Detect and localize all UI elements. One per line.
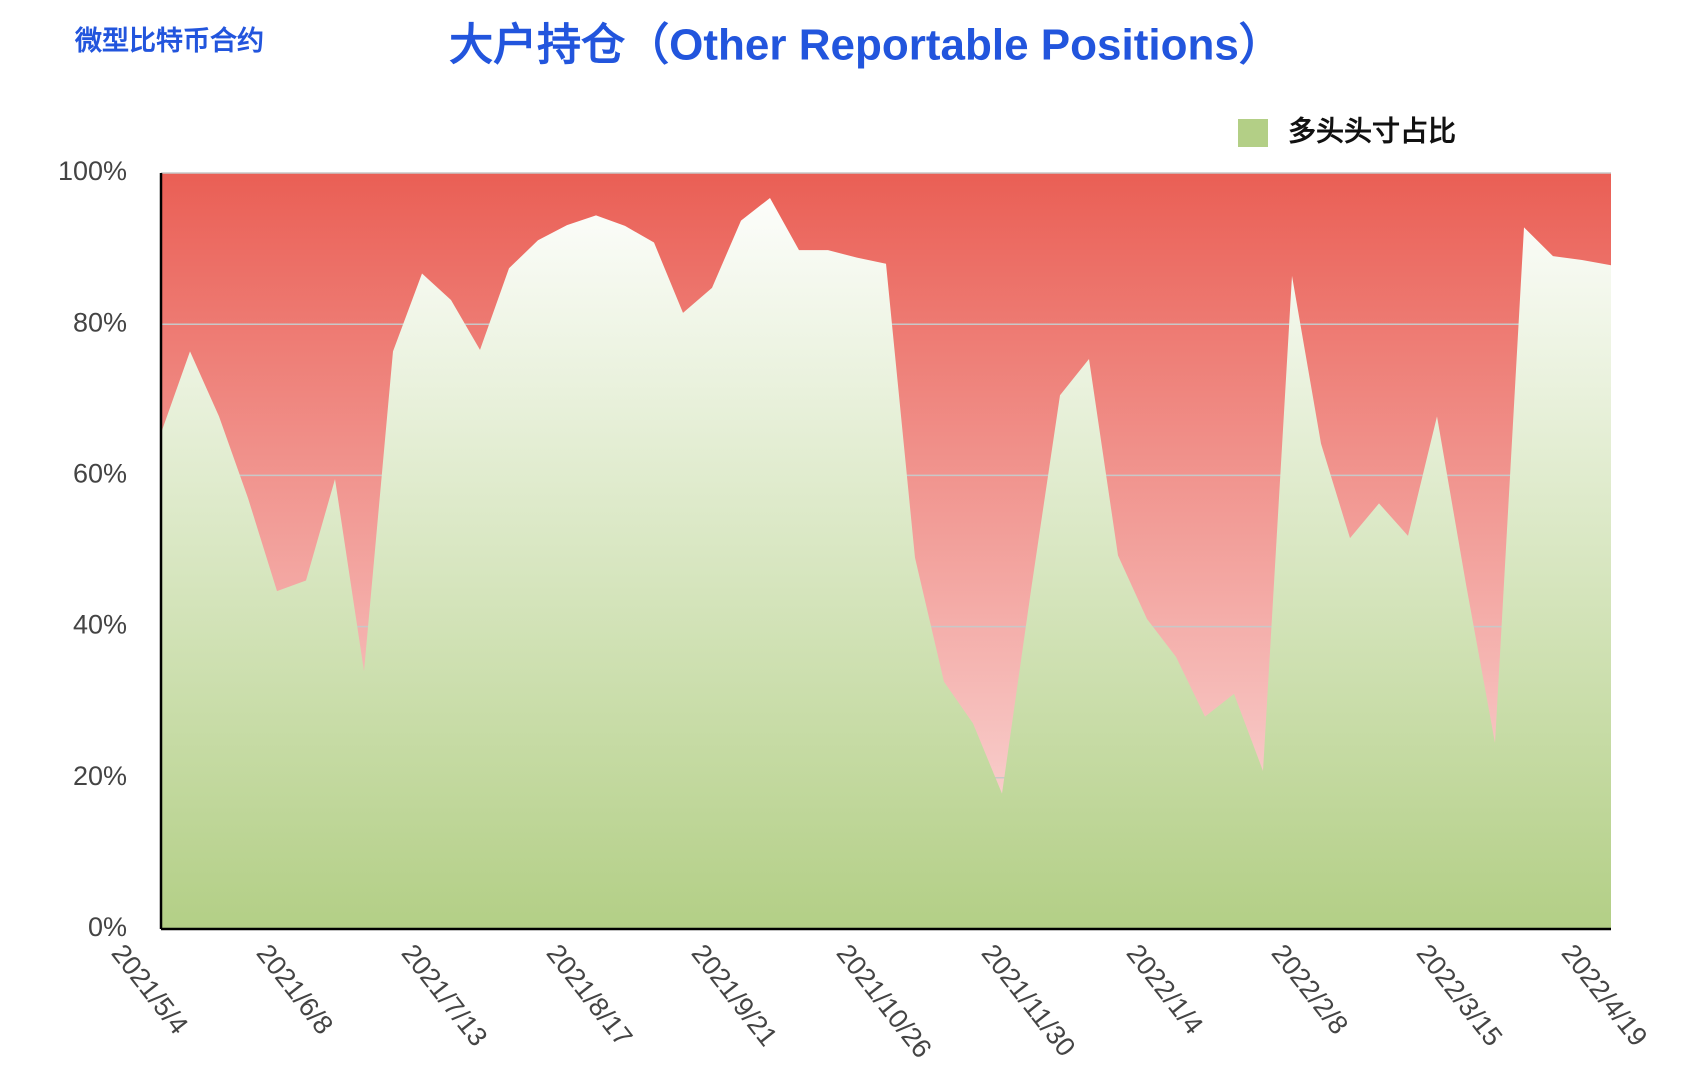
- x-tick-label: 2021/10/26: [831, 939, 938, 1064]
- x-tick-label: 2021/5/4: [106, 939, 194, 1040]
- y-tick-label: 40%: [73, 610, 127, 640]
- x-tick-label: 2022/3/15: [1411, 939, 1509, 1052]
- y-tick-label: 0%: [88, 912, 127, 942]
- x-tick-label: 2021/8/17: [541, 939, 639, 1052]
- legend-label: 多头头寸占比: [1288, 115, 1456, 146]
- chart-subtitle: 微型比特币合约: [74, 25, 264, 56]
- chart-title: 大户持仓（Other Reportable Positions）: [449, 21, 1283, 70]
- x-tick-label: 2021/11/30: [976, 939, 1082, 1062]
- x-tick-label: 2022/1/4: [1121, 939, 1209, 1040]
- legend-swatch: [1238, 119, 1268, 147]
- y-tick-label: 80%: [73, 307, 127, 337]
- x-tick-label: 2021/7/13: [396, 939, 494, 1052]
- x-tick-label: 2022/2/8: [1266, 939, 1354, 1040]
- y-tick-label: 20%: [73, 761, 127, 791]
- x-tick-label: 2022/4/19: [1556, 939, 1654, 1052]
- area: [161, 197, 1611, 929]
- y-tick-label: 60%: [73, 459, 127, 489]
- x-tick-label: 2021/6/8: [251, 939, 339, 1040]
- y-tick-label: 100%: [58, 156, 127, 186]
- x-tick-label: 2021/9/21: [686, 939, 784, 1052]
